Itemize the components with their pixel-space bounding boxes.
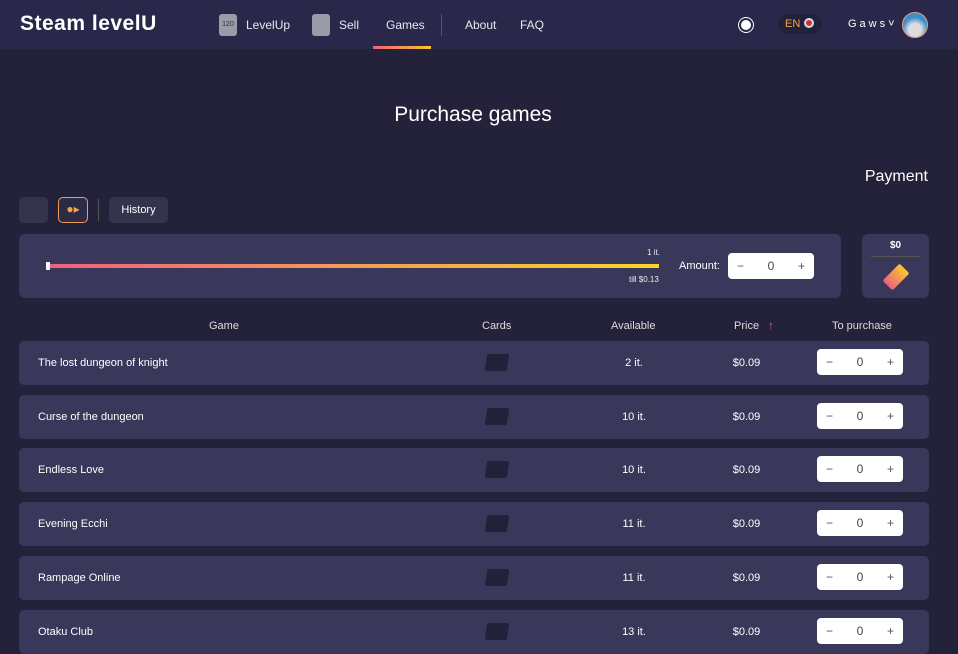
- slider-till: till $0.13: [629, 275, 659, 284]
- minus-button[interactable]: −: [737, 259, 745, 273]
- price: $0.09: [732, 411, 761, 423]
- header-available[interactable]: Available: [611, 320, 656, 332]
- quantity-value[interactable]: 0: [856, 462, 864, 476]
- quantity-stepper[interactable]: − 0 +: [817, 456, 903, 482]
- payment-label: Payment: [864, 168, 928, 185]
- available: 11 it.: [622, 572, 646, 584]
- amount-stepper[interactable]: − 0 +: [728, 253, 814, 279]
- header-price[interactable]: Price ↑: [734, 320, 774, 332]
- quantity-value[interactable]: 0: [856, 624, 864, 638]
- quantity-value[interactable]: 0: [856, 409, 864, 423]
- price: $0.09: [732, 572, 761, 584]
- plus-button[interactable]: +: [797, 259, 805, 273]
- table-row: Evening Ecchi 11 it. $0.09 − 0 +: [19, 502, 929, 546]
- quantity-value[interactable]: 0: [856, 570, 864, 584]
- minus-button[interactable]: −: [826, 355, 834, 369]
- plus-button[interactable]: +: [886, 355, 894, 369]
- cards-icon: [484, 354, 510, 371]
- minus-button[interactable]: −: [826, 462, 834, 476]
- table-row: Rampage Online 11 it. $0.09 − 0 +: [19, 556, 929, 600]
- header-to-purchase: To purchase: [832, 320, 892, 332]
- level-badge-icon: 120: [219, 13, 237, 36]
- history-button[interactable]: History: [109, 197, 168, 223]
- uk-flag-icon: [804, 18, 815, 28]
- cards-icon: [312, 13, 330, 36]
- user-menu[interactable]: Gaws˅: [848, 18, 898, 30]
- games-filter-button[interactable]: ●▸: [58, 197, 88, 223]
- cards-filter-button[interactable]: [19, 197, 48, 223]
- cards-icon: [484, 408, 510, 425]
- cards-icon: [484, 461, 510, 478]
- amount-slider-track[interactable]: [47, 264, 659, 268]
- table-row: Endless Love 10 it. $0.09 − 0 +: [19, 448, 929, 492]
- available: 2 it.: [625, 357, 643, 369]
- price: $0.09: [732, 626, 761, 638]
- minus-button[interactable]: −: [826, 516, 834, 530]
- amount-value[interactable]: 0: [767, 259, 775, 273]
- language-selector[interactable]: EN: [778, 14, 822, 34]
- cards-icon: [484, 569, 510, 586]
- minus-button[interactable]: −: [826, 409, 834, 423]
- total-price: $0: [871, 240, 920, 257]
- cards-icon: [484, 515, 510, 532]
- game-name: Otaku Club: [38, 626, 94, 638]
- table-row: Otaku Club 13 it. $0.09 − 0 +: [19, 610, 929, 654]
- plus-button[interactable]: +: [886, 624, 894, 638]
- minus-button[interactable]: −: [826, 624, 834, 638]
- payment-summary: $0: [862, 234, 929, 298]
- nav-levelup[interactable]: 120 LevelUp: [219, 0, 290, 49]
- available: 10 it.: [622, 411, 646, 423]
- price-label: Price: [734, 320, 760, 332]
- price: $0.09: [732, 464, 761, 476]
- price: $0.09: [732, 518, 761, 530]
- game-name: Rampage Online: [38, 572, 121, 584]
- table-row: Curse of the dungeon 10 it. $0.09 − 0 +: [19, 395, 929, 439]
- avatar[interactable]: [902, 12, 928, 38]
- available: 11 it.: [622, 518, 646, 530]
- slider-value: 1 it.: [647, 248, 660, 257]
- price: $0.09: [732, 357, 761, 369]
- minus-button[interactable]: −: [826, 570, 834, 584]
- game-name: Curse of the dungeon: [38, 411, 144, 423]
- header-game[interactable]: Game: [209, 320, 239, 332]
- payment-ticket-icon[interactable]: [882, 263, 909, 291]
- plus-button[interactable]: +: [886, 570, 894, 584]
- plus-button[interactable]: +: [886, 462, 894, 476]
- available: 13 it.: [622, 626, 646, 638]
- divider: [98, 199, 99, 221]
- amount-label: Amount:: [679, 260, 720, 272]
- nav-sell[interactable]: Sell: [312, 0, 359, 49]
- active-tab-indicator: [373, 46, 431, 49]
- quantity-value[interactable]: 0: [856, 516, 864, 530]
- game-name: Evening Ecchi: [38, 518, 108, 530]
- cards-icon: [484, 623, 510, 640]
- logo[interactable]: Steam levelU: [20, 12, 157, 35]
- nav-label: Sell: [339, 17, 360, 32]
- game-name: The lost dungeon of knight: [38, 357, 168, 369]
- table-row: The lost dungeon of knight 2 it. $0.09 −…: [19, 341, 929, 385]
- quantity-stepper[interactable]: − 0 +: [817, 618, 903, 644]
- game-name: Endless Love: [38, 464, 105, 476]
- quantity-stepper[interactable]: − 0 +: [817, 510, 903, 536]
- page-title: Purchase games: [394, 103, 552, 126]
- nav-about[interactable]: About: [465, 17, 497, 32]
- quantity-stepper[interactable]: − 0 +: [817, 403, 903, 429]
- username: Gaws: [848, 18, 889, 30]
- quantity-stepper[interactable]: − 0 +: [817, 349, 903, 375]
- slider-handle[interactable]: [46, 262, 50, 270]
- divider: [441, 14, 442, 36]
- available: 10 it.: [622, 464, 646, 476]
- header-cards[interactable]: Cards: [482, 320, 512, 332]
- plus-button[interactable]: +: [886, 516, 894, 530]
- sort-arrow-icon: ↑: [768, 320, 774, 332]
- plus-button[interactable]: +: [886, 409, 894, 423]
- header: Steam levelU 120 LevelUp Sell Games About…: [0, 0, 958, 49]
- quantity-stepper[interactable]: − 0 +: [817, 564, 903, 590]
- nav-label: LevelUp: [246, 17, 291, 32]
- quantity-value[interactable]: 0: [856, 355, 864, 369]
- nav-faq[interactable]: FAQ: [520, 17, 545, 32]
- lang-label: EN: [785, 18, 801, 30]
- theme-toggle[interactable]: [739, 18, 753, 32]
- nav-games[interactable]: Games: [386, 17, 425, 32]
